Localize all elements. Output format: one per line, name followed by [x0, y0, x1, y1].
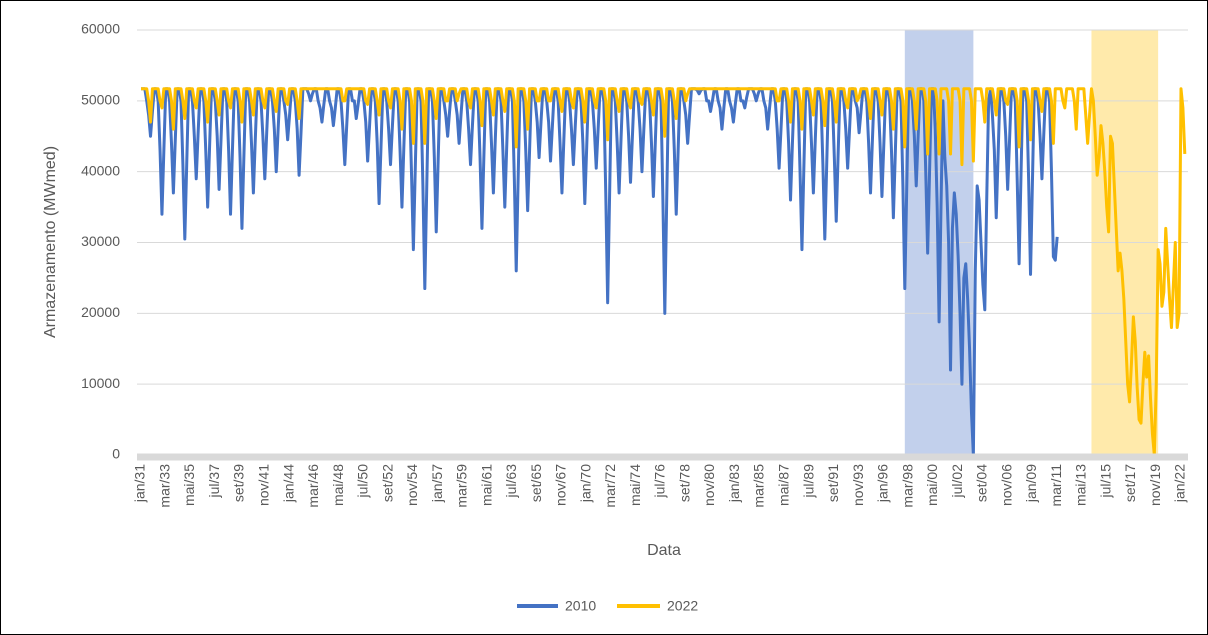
y-tick-label: 10000: [81, 375, 120, 391]
x-tick-label: mai/35: [181, 464, 197, 506]
y-tick-label: 60000: [81, 21, 120, 37]
x-tick-label: set/04: [974, 464, 990, 502]
x-tick-label: nov/19: [1147, 464, 1163, 506]
x-tick-label: mar/11: [1048, 464, 1064, 507]
x-tick-label: mai/00: [924, 464, 940, 506]
y-tick-label: 50000: [81, 92, 120, 108]
x-tick-label: nov/67: [553, 464, 569, 506]
x-tick-label: mar/33: [156, 464, 172, 508]
legend-label: 2010: [565, 598, 596, 614]
axes: 0 10000 20000 30000 40000 50000 60000 jan/31 mar…: [81, 21, 1188, 508]
x-tick-label: set/65: [528, 464, 544, 502]
x-tick-label: jul/89: [800, 464, 816, 499]
x-tick-label: mai/61: [478, 464, 494, 506]
lines: [141, 87, 1187, 457]
series-line: [141, 87, 1187, 457]
x-tick-label: set/52: [379, 464, 395, 502]
x-tick-label: mar/72: [602, 464, 618, 508]
x-tick-label: set/17: [1122, 464, 1138, 502]
x-tick-label: jan/22: [1172, 464, 1188, 503]
x-tick-label: mar/85: [751, 464, 767, 508]
x-tick-label: jul/37: [206, 464, 222, 499]
x-tick-label: jan/96: [875, 464, 891, 503]
legend: 2010 2022: [517, 598, 698, 614]
y-tick-label: 20000: [81, 304, 120, 320]
x-tick-label: jan/44: [280, 464, 296, 503]
x-axis-label: Data: [647, 542, 681, 559]
x-tick-label: mai/48: [330, 464, 346, 506]
x-tick-label: jul/76: [652, 464, 668, 499]
x-tick-label: jul/63: [503, 464, 519, 499]
x-tick-label: nov/80: [701, 464, 717, 506]
x-tick-label: set/39: [231, 464, 247, 502]
x-tick-label: set/91: [825, 464, 841, 502]
x-tick-label: nov/93: [850, 464, 866, 506]
x-tick-label: jul/15: [1097, 464, 1113, 499]
x-tick-label: jul/50: [355, 464, 371, 499]
x-tick-label: set/78: [676, 464, 692, 502]
x-tick-label: nov/54: [404, 464, 420, 506]
x-tick-label: jan/09: [1023, 464, 1039, 503]
x-tick-label: mai/87: [776, 464, 792, 506]
x-tick-label: jan/83: [726, 464, 742, 503]
y-tick-label: 40000: [81, 162, 120, 178]
x-tick-label: nov/06: [998, 464, 1014, 506]
legend-label: 2022: [667, 598, 698, 614]
x-tick-label: jan/31: [132, 464, 148, 503]
x-tick-label: nov/41: [256, 464, 272, 506]
x-tick-label: jan/57: [429, 464, 445, 503]
x-tick-label: mar/59: [454, 464, 470, 508]
y-axis-label: Armazenamento (MWmed): [42, 146, 59, 338]
x-tick-label: mar/46: [305, 464, 321, 508]
x-tick-label: mai/13: [1073, 464, 1089, 506]
y-tick-label: 0: [112, 446, 120, 462]
y-tick-label: 30000: [81, 233, 120, 249]
series-line: [141, 87, 1059, 457]
x-tick-label: jan/70: [577, 464, 593, 503]
x-tick-label: mar/98: [899, 464, 915, 508]
x-tick-label: mai/74: [627, 464, 643, 506]
x-tick-label: jul/02: [949, 464, 965, 499]
